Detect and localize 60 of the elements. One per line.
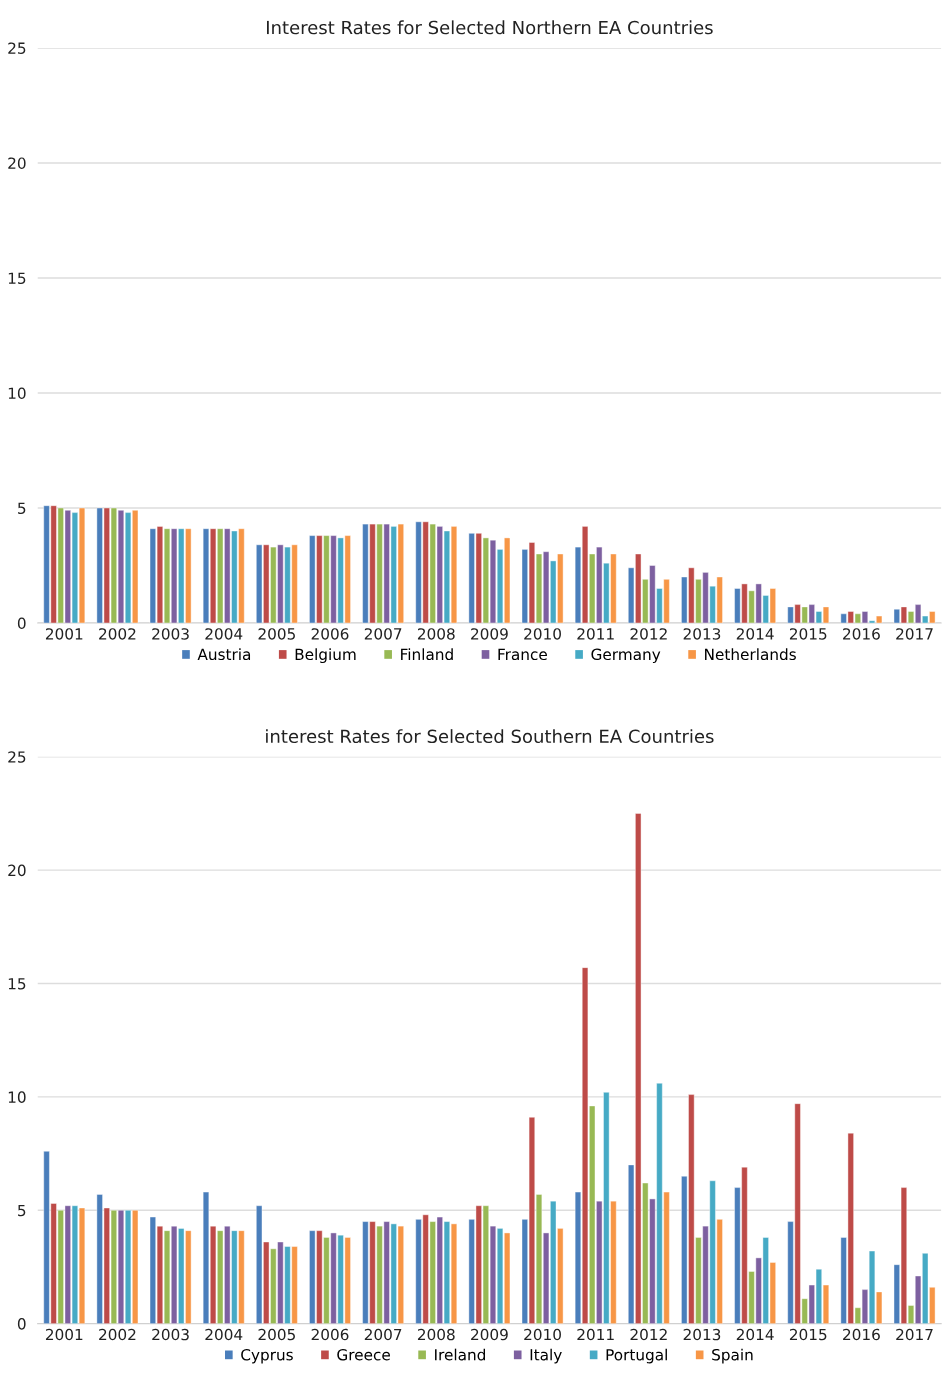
x-tick-label: 2007 <box>364 1328 402 1341</box>
x-tick-label: 2012 <box>630 628 667 640</box>
x-tick-label: 2002 <box>99 628 136 640</box>
y-tick-label: 10 <box>8 1091 26 1103</box>
x-tick-label: 2016 <box>843 1328 880 1341</box>
chart-title: interest Rates for Selected Southern EA Countries <box>266 729 714 744</box>
y-tick-label: 15 <box>8 978 26 990</box>
x-tick-label: 2009 <box>471 628 508 640</box>
y-tick-label: 25 <box>8 751 26 763</box>
y-tick-label: 20 <box>8 864 26 877</box>
x-tick-label: 2009 <box>471 1328 508 1341</box>
y-tick-label: 5 <box>18 502 26 515</box>
y-tick-label: 0 <box>17 617 26 630</box>
x-tick-label: 2006 <box>311 628 349 640</box>
chart-title: Interest Rates for Selected Northern EA Countries <box>266 20 713 35</box>
y-tick-label: 15 <box>8 272 26 284</box>
x-tick-label: 2013 <box>683 628 721 640</box>
x-tick-label: 2002 <box>99 1328 136 1341</box>
legend-label: Finland <box>401 648 453 661</box>
x-tick-label: 2015 <box>789 628 827 640</box>
y-tick-label: 10 <box>8 387 26 400</box>
x-tick-label: 2011 <box>577 1328 614 1341</box>
legend-label: Belgium <box>295 648 356 664</box>
x-tick-label: 2008 <box>417 628 455 640</box>
y-tick-label: 20 <box>8 157 26 169</box>
legend-label: Austria <box>197 648 251 661</box>
legend-label: Cyprus <box>241 1348 293 1364</box>
x-tick-label: 2014 <box>736 628 774 640</box>
legend-label: Italy <box>530 1348 562 1364</box>
x-tick-label: 2006 <box>311 1328 349 1341</box>
legend-label: Greece <box>337 1348 390 1361</box>
legend-label: Ireland <box>435 1348 485 1361</box>
x-tick-label: 2012 <box>630 1328 667 1341</box>
x-tick-label: 2005 <box>258 628 295 640</box>
y-tick-label: 0 <box>17 1318 26 1330</box>
x-tick-label: 2011 <box>577 628 614 640</box>
x-tick-label: 2001 <box>45 1328 83 1341</box>
legend-label: Spain <box>712 1348 753 1364</box>
x-tick-label: 2004 <box>205 1328 243 1341</box>
x-tick-label: 2010 <box>524 628 561 640</box>
x-tick-label: 2017 <box>896 628 933 640</box>
x-tick-label: 2014 <box>736 1328 774 1341</box>
x-tick-label: 2004 <box>205 628 243 640</box>
x-tick-label: 2013 <box>683 1328 721 1341</box>
x-tick-label: 2001 <box>45 628 83 640</box>
x-tick-label: 2007 <box>364 628 402 640</box>
x-tick-label: 2015 <box>789 1328 827 1341</box>
legend-label: France <box>498 648 547 661</box>
legend-label: Germany <box>591 648 661 664</box>
x-tick-label: 2010 <box>524 1328 561 1341</box>
x-tick-label: 2017 <box>896 1328 933 1341</box>
y-tick-label: 25 <box>8 42 26 54</box>
legend-label: Netherlands <box>705 648 796 661</box>
x-tick-label: 2008 <box>417 1328 455 1341</box>
x-tick-label: 2016 <box>843 628 880 640</box>
y-tick-label: 5 <box>18 1204 26 1217</box>
x-tick-label: 2003 <box>152 628 189 640</box>
x-tick-label: 2005 <box>258 1328 295 1341</box>
x-tick-label: 2003 <box>152 1328 189 1341</box>
legend-label: Portugal <box>606 1348 667 1364</box>
